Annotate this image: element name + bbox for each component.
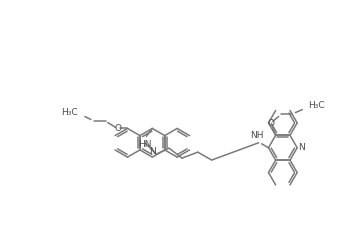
- Text: O: O: [114, 124, 121, 133]
- Text: N: N: [149, 147, 156, 156]
- Text: N: N: [298, 143, 305, 152]
- Text: O: O: [267, 119, 274, 128]
- Text: NH: NH: [250, 131, 264, 140]
- Text: HN: HN: [138, 140, 151, 149]
- Text: H₃C: H₃C: [308, 101, 325, 110]
- Text: H₃C: H₃C: [62, 108, 78, 117]
